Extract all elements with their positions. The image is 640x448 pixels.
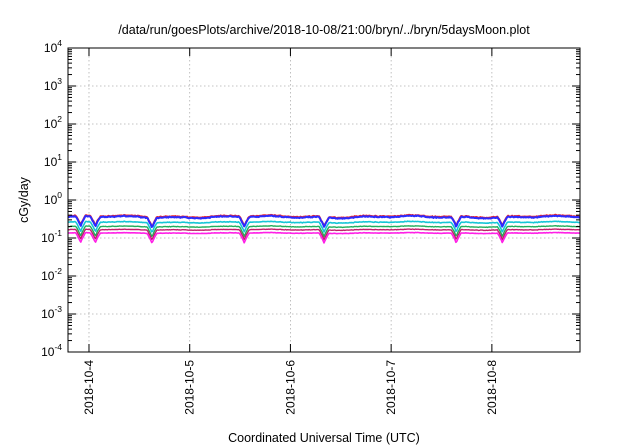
y-tick-exponent: -2	[54, 266, 62, 276]
y-tick-label: 10-1	[41, 228, 62, 245]
y-tick-label: 104	[44, 38, 62, 55]
y-tick-label: 10-3	[41, 304, 62, 321]
y-tick-label: 103	[44, 76, 62, 93]
y-tick-exponent: -4	[54, 342, 62, 352]
y-tick-base: 10	[44, 79, 58, 93]
y-tick-label: 100	[44, 190, 62, 207]
x-tick-label: 2018-10-7	[384, 360, 398, 415]
y-tick-exponent: 4	[57, 38, 62, 48]
series-line	[68, 231, 580, 244]
y-tick-base: 10	[44, 155, 58, 169]
y-tick-base: 10	[41, 231, 55, 245]
y-tick-exponent: 2	[57, 114, 62, 124]
y-tick-label: 101	[44, 152, 62, 169]
y-tick-exponent: -1	[54, 228, 62, 238]
y-tick-label: 10-4	[41, 342, 62, 359]
y-tick-base: 10	[41, 345, 55, 359]
x-axis-label: Coordinated Universal Time (UTC)	[228, 431, 420, 445]
series-line	[67, 228, 581, 241]
y-tick-exponent: 0	[57, 190, 62, 200]
series-line	[67, 220, 581, 233]
x-tick-label: 2018-10-4	[82, 360, 96, 415]
series-line	[67, 214, 581, 228]
x-tick-label: 2018-10-8	[485, 360, 499, 415]
y-tick-base: 10	[44, 193, 58, 207]
y-tick-exponent: 1	[57, 152, 62, 162]
y-tick-label: 10-2	[41, 266, 62, 283]
y-tick-label: 102	[44, 114, 62, 131]
y-axis-label: cGy/day	[17, 176, 31, 223]
y-tick-base: 10	[41, 307, 55, 321]
y-tick-exponent: -3	[54, 304, 62, 314]
chart-title: /data/run/goesPlots/archive/2018-10-08/2…	[118, 23, 530, 37]
grid	[68, 48, 580, 352]
x-tick-label: 2018-10-6	[283, 360, 297, 415]
x-axis: 2018-10-4 2018-10-5 2018-10-6 2018-10-7 2018…	[82, 48, 499, 415]
series-line	[67, 225, 580, 238]
series-layer	[67, 213, 581, 244]
y-tick-base: 10	[44, 117, 58, 131]
x-tick-label: 2018-10-5	[183, 360, 197, 415]
y-tick-exponent: 3	[57, 76, 62, 86]
y-tick-base: 10	[44, 41, 58, 55]
y-tick-base: 10	[41, 269, 55, 283]
